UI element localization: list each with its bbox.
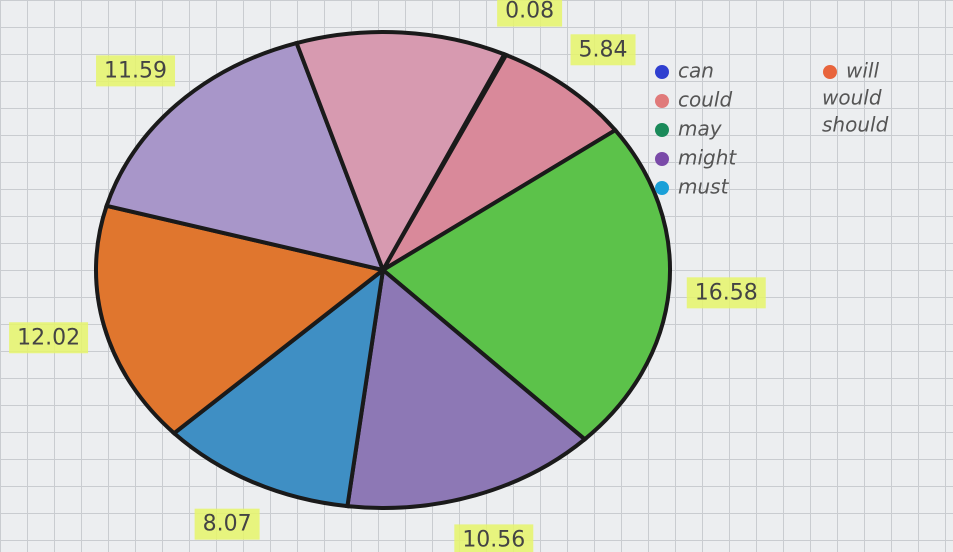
- legend-label: can: [678, 59, 714, 83]
- legend-marker: [655, 123, 669, 137]
- pie-slice: [345, 266, 588, 510]
- legend-label: could: [678, 88, 732, 112]
- label-highlight: [96, 55, 176, 87]
- legend-label: should: [822, 113, 889, 137]
- label-highlight: [686, 277, 766, 309]
- legend-label: must: [678, 175, 730, 199]
- legend-label: might: [678, 146, 737, 170]
- legend-marker: [655, 181, 669, 195]
- label-highlight: [9, 322, 89, 354]
- pie-slice: [377, 52, 619, 276]
- data-label: 0.08: [505, 0, 554, 24]
- data-label: 11.59: [104, 58, 167, 83]
- pie-slice: [104, 40, 387, 273]
- pie-slice: [94, 203, 388, 436]
- legend-marker: [655, 94, 669, 108]
- pie-slice: [170, 265, 386, 509]
- data-label: 12.02: [17, 325, 80, 350]
- legend-label: would: [822, 86, 882, 110]
- legend-label: may: [678, 117, 723, 141]
- label-highlight: [194, 508, 260, 540]
- data-label: 10.56: [462, 527, 525, 552]
- data-label: 8.07: [203, 512, 252, 537]
- data-label: 5.84: [579, 37, 628, 62]
- pie-slice: [293, 30, 508, 275]
- legend-marker: [655, 65, 669, 79]
- label-highlight: [454, 524, 534, 552]
- label-highlight: [570, 34, 636, 66]
- legend-marker: [655, 152, 669, 166]
- label-highlight: [497, 0, 563, 27]
- legend-marker: [823, 65, 837, 79]
- legend-label: will: [846, 59, 879, 83]
- pie-slice: [379, 127, 672, 442]
- data-label: 16.58: [695, 280, 758, 305]
